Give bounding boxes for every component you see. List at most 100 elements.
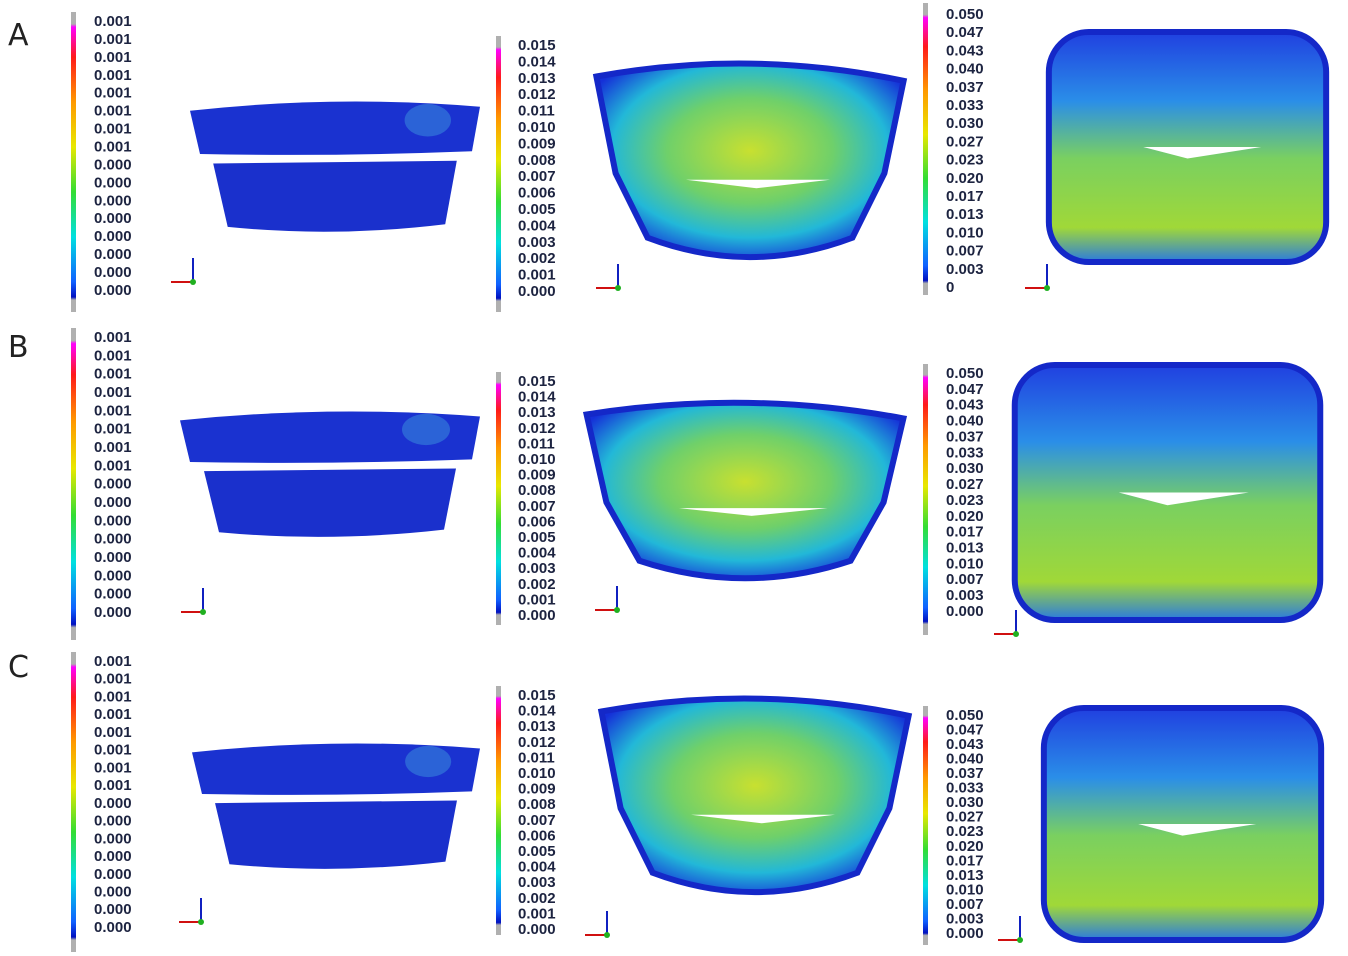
axis-origin: [1013, 631, 1019, 637]
color-bar-label: 0.005: [518, 843, 556, 860]
color-bar-label: 0.004: [518, 859, 556, 876]
color-bar-label: 0.000: [94, 246, 132, 263]
color-bar: [496, 36, 501, 312]
color-bar-label: 0.000: [94, 264, 132, 281]
color-bar-label: 0.000: [94, 795, 132, 812]
color-bar-label: 0.013: [518, 404, 556, 421]
color-bar-label: 0.003: [518, 874, 556, 891]
color-bar-label: 0.011: [518, 749, 555, 766]
color-bar-label: 0.008: [518, 152, 556, 169]
color-bar-label: 0.001: [94, 457, 132, 474]
color-bar-label: 0.000: [94, 604, 132, 621]
color-bar-label: 0.013: [946, 540, 984, 557]
color-bar-label: 0.000: [94, 228, 132, 245]
color-bar-label: 0.000: [94, 830, 132, 847]
color-bar-label: 0.015: [518, 373, 556, 390]
color-bar-label: 0.000: [94, 282, 132, 299]
color-bar-label: 0.004: [518, 545, 556, 562]
color-bar-label: 0.007: [946, 243, 984, 260]
axis-origin: [615, 285, 621, 291]
color-bar-label: 0.002: [518, 890, 556, 907]
axis-origin: [190, 279, 196, 285]
color-bar-label: 0.001: [94, 103, 132, 120]
model-hotspot: [402, 414, 450, 445]
color-bar: [923, 706, 928, 945]
color-bar-label: 0.050: [946, 6, 984, 23]
color-bar-label: 0.001: [94, 85, 132, 102]
color-bar-label: 0.008: [518, 796, 556, 813]
color-bar-label: 0.014: [518, 703, 556, 720]
color-bar-label: 0.014: [518, 389, 556, 406]
color-bar-label: 0.010: [518, 119, 556, 136]
color-bar-label: 0.017: [946, 524, 984, 541]
color-bar-label: 0.000: [94, 901, 132, 918]
color-bar-label: 0.023: [946, 152, 984, 169]
color-bar-label: 0.040: [946, 61, 984, 78]
color-bar-label: 0.001: [94, 439, 132, 456]
color-bar-label: 0.001: [518, 267, 556, 284]
color-bar-label: 0.012: [518, 734, 556, 751]
color-bar-label: 0.037: [946, 428, 984, 445]
color-bar-label: 0: [946, 279, 954, 296]
color-bar-label: 0.001: [94, 121, 132, 138]
color-bar-label: 0.001: [94, 139, 132, 156]
color-bar-label: 0.013: [518, 70, 556, 87]
axis-origin: [1044, 285, 1050, 291]
color-bar-label: 0.001: [94, 653, 132, 670]
color-bar-label: 0.002: [518, 250, 556, 267]
color-bar-label: 0.001: [94, 724, 132, 741]
color-bar-label: 0.033: [946, 97, 984, 114]
color-bar-label: 0.010: [946, 555, 984, 572]
color-bar-label: 0.006: [518, 185, 556, 202]
color-bar-label: 0.014: [518, 53, 556, 70]
color-bar-label: 0.004: [518, 217, 556, 234]
color-bar-label: 0.000: [94, 567, 132, 584]
model-lower: [204, 469, 456, 537]
color-bar-label: 0.002: [518, 576, 556, 593]
color-bar-label: 0.000: [94, 884, 132, 901]
axis-origin: [198, 919, 204, 925]
color-bar-label: 0.047: [946, 381, 984, 398]
row-label: C: [8, 650, 29, 685]
color-bar-label: 0.000: [94, 531, 132, 548]
color-bar-label: 0.003: [946, 587, 984, 604]
color-bar-label: 0.027: [946, 133, 984, 150]
color-bar-label: 0.001: [94, 706, 132, 723]
axis-origin: [1017, 937, 1023, 943]
color-bar-label: 0.000: [94, 866, 132, 883]
color-bar-label: 0.000: [946, 603, 984, 620]
color-bar-label: 0.001: [94, 49, 132, 66]
color-bar-label: 0.009: [518, 135, 556, 152]
color-bar-label: 0.013: [518, 718, 556, 735]
color-bar-label: 0.006: [518, 513, 556, 530]
color-bar-label: 0.043: [946, 397, 984, 414]
model-hotspot: [405, 746, 451, 777]
row-label: B: [8, 330, 29, 365]
color-bar-label: 0.030: [946, 115, 984, 132]
model-hotspot: [405, 104, 451, 136]
color-bar-label: 0.009: [518, 781, 556, 798]
color-bar-label: 0.027: [946, 476, 984, 493]
color-bar-label: 0.011: [518, 435, 555, 452]
color-bar-label: 0.007: [518, 168, 556, 185]
color-bar-label: 0.033: [946, 444, 984, 461]
color-bar-label: 0.009: [518, 467, 556, 484]
color-bar-label: 0.040: [946, 413, 984, 430]
color-bar-label: 0.000: [94, 919, 132, 936]
color-bar-label: 0.000: [94, 813, 132, 830]
color-bar-label: 0.007: [946, 571, 984, 588]
color-bar-label: 0.001: [94, 402, 132, 419]
color-bar-label: 0.001: [94, 329, 132, 346]
color-bar-label: 0.015: [518, 37, 556, 54]
model-cup: [596, 64, 903, 258]
axis-origin: [200, 609, 206, 615]
color-bar-label: 0.000: [94, 174, 132, 191]
color-bar-label: 0.013: [946, 206, 984, 223]
color-bar-label: 0.011: [518, 103, 555, 120]
color-bar-label: 0.015: [518, 687, 556, 704]
color-bar-label: 0.000: [94, 156, 132, 173]
color-bar-label: 0.001: [94, 384, 132, 401]
color-bar-label: 0.001: [94, 759, 132, 776]
color-bar-label: 0.001: [518, 591, 556, 608]
color-bar: [923, 3, 928, 295]
